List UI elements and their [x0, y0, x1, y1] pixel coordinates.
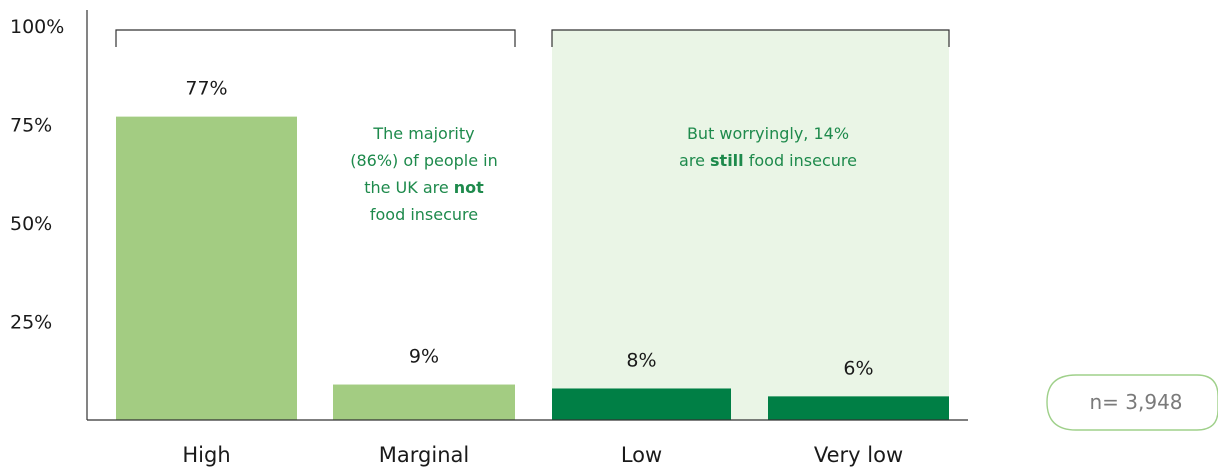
annotation-1-line-1: The majority [372, 124, 474, 143]
category-label-very-low: Very low [814, 443, 903, 467]
x-category-labels: High Marginal Low Very low [182, 443, 903, 467]
annotation-1-line-4: food insecure [370, 205, 478, 224]
sample-size-label: n= 3,948 [1089, 390, 1182, 414]
bar-low [552, 388, 731, 420]
bar-very-low [768, 396, 949, 420]
value-label-very-low: 6% [843, 357, 873, 379]
bar-high [116, 116, 297, 421]
bars-layer [116, 116, 949, 421]
shaded-region-2 [552, 30, 949, 420]
shaded-region-layer [552, 30, 949, 420]
value-labels: 77% 9% 8% 6% [185, 78, 873, 380]
value-label-high: 77% [185, 78, 227, 100]
category-label-high: High [182, 443, 230, 467]
annotation-1-line-2: (86%) of people in [350, 151, 498, 170]
y-tick-label-75: 75% [10, 115, 52, 137]
sample-size-badge-border [1046, 374, 1218, 431]
sample-size-badge: n= 3,948 [1046, 374, 1218, 431]
group-bracket-1 [115, 29, 516, 47]
annotation-2-line-1: But worryingly, 14% [687, 124, 849, 143]
y-tick-label-50: 50% [10, 213, 52, 235]
annotation-2-line-2: are still food insecure [679, 151, 857, 170]
bar-marginal [333, 384, 515, 420]
bracket-layer [115, 29, 950, 47]
category-label-marginal: Marginal [379, 443, 469, 467]
y-tick-labels: 25% 50% 75% 100% [10, 16, 64, 334]
value-label-marginal: 9% [409, 346, 439, 368]
y-tick-label-25: 25% [10, 312, 52, 334]
annotation-1-line-3: the UK are not [364, 178, 484, 197]
group-bracket-2 [551, 29, 950, 47]
value-label-low: 8% [626, 349, 656, 371]
annotations-layer: The majority (86%) of people in the UK are… [350, 124, 857, 224]
y-tick-label-100: 100% [10, 16, 64, 38]
category-label-low: Low [621, 443, 662, 467]
